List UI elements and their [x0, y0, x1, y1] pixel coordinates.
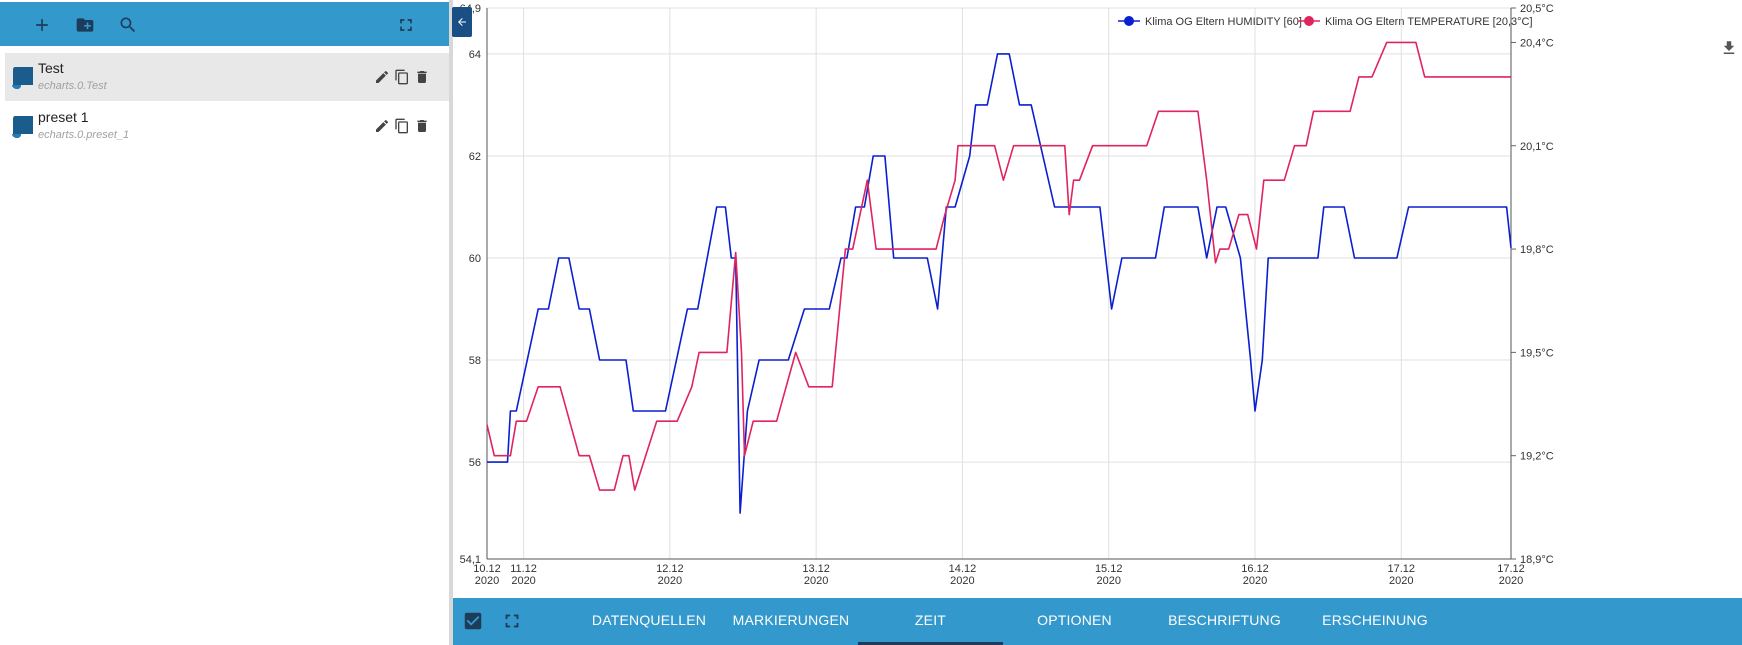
sidebar-toolbar	[0, 2, 449, 46]
copy-icon[interactable]	[394, 118, 410, 134]
sidebar: Test echarts.0.Test preset 1 echarts.0.p…	[0, 0, 449, 645]
collapse-sidebar-button[interactable]	[452, 7, 472, 37]
x-tick-label-date: 10.12	[473, 563, 501, 575]
chart-legend[interactable]: Klima OG Eltern HUMIDITY [60] Klima OG El…	[1118, 16, 1533, 28]
y-right-tick-label: 20,1°C	[1520, 141, 1554, 153]
x-tick-label-year: 2020	[658, 575, 682, 587]
fullscreen-icon[interactable]	[395, 14, 417, 36]
item-subtitle: echarts.0.Test	[38, 80, 107, 92]
x-tick-label-date: 17.12	[1497, 563, 1525, 575]
tab-datenquellen[interactable]: DATENQUELLEN	[591, 612, 707, 628]
item-subtitle: echarts.0.preset_1	[38, 129, 130, 141]
legend-swatch-dot	[1124, 16, 1134, 26]
x-tick-label-year: 2020	[950, 575, 974, 587]
y-right-tick-label: 18,9°C	[1520, 554, 1554, 566]
edit-icon[interactable]	[374, 69, 390, 85]
x-tick-label-year: 2020	[804, 575, 828, 587]
list-item-test[interactable]: Test echarts.0.Test	[5, 53, 449, 101]
x-tick-label-year: 2020	[511, 575, 535, 587]
y-left-tick-label: 56	[469, 457, 481, 469]
search-icon[interactable]	[117, 14, 139, 36]
edit-icon[interactable]	[374, 118, 390, 134]
checkbox-icon[interactable]	[462, 610, 484, 632]
y-left-tick-label: 58	[469, 355, 481, 367]
item-title: preset 1	[38, 109, 89, 125]
x-tick-label-year: 2020	[1389, 575, 1413, 587]
y-right-tick-label: 19,5°C	[1520, 347, 1554, 359]
tab-beschriftung[interactable]: BESCHRIFTUNG	[1168, 612, 1281, 628]
settings-tabbar: DATENQUELLEN MARKIERUNGEN ZEIT OPTIONEN …	[453, 598, 1742, 645]
tab-markierungen[interactable]: MARKIERUNGEN	[732, 612, 850, 628]
chart-series	[486, 41, 1512, 514]
y-right-tick-label: 19,8°C	[1520, 244, 1554, 256]
y-right-tick-label: 20,5°C	[1520, 3, 1554, 15]
y-right-tick-label: 20,4°C	[1520, 37, 1554, 49]
fullscreen-icon[interactable]	[501, 610, 523, 632]
x-tick-label-date: 12.12	[656, 563, 684, 575]
x-tick-label-year: 2020	[1499, 575, 1523, 587]
legend-swatch-dot	[1304, 16, 1314, 26]
y-left-tick-label: 54,1	[460, 554, 481, 566]
x-tick-label-year: 2020	[475, 575, 499, 587]
download-icon[interactable]	[1720, 38, 1738, 58]
line-chart: 54,1565860626464,918,9°C19,2°C19,5°C19,8…	[460, 3, 1554, 587]
delete-icon[interactable]	[414, 118, 430, 134]
chart-axes: 54,1565860626464,918,9°C19,2°C19,5°C19,8…	[460, 3, 1554, 587]
copy-icon[interactable]	[394, 69, 410, 85]
x-tick-label-date: 16.12	[1241, 563, 1269, 575]
tab-zeit[interactable]: ZEIT	[858, 598, 1003, 645]
x-tick-label-year: 2020	[1096, 575, 1120, 587]
folder-add-icon[interactable]	[74, 14, 96, 36]
y-left-tick-label: 60	[469, 253, 481, 265]
scroll-icon	[12, 116, 33, 138]
scroll-icon	[12, 67, 33, 89]
chart-grid	[486, 7, 1512, 560]
x-tick-label-date: 17.12	[1388, 563, 1416, 575]
y-left-tick-label: 64	[469, 49, 481, 61]
tab-optionen[interactable]: OPTIONEN	[1037, 612, 1112, 628]
list-item-preset-1[interactable]: preset 1 echarts.0.preset_1	[5, 102, 449, 150]
x-tick-label-date: 11.12	[510, 563, 537, 575]
x-tick-label-date: 15.12	[1095, 563, 1123, 575]
plot-area	[486, 7, 1512, 560]
item-title: Test	[38, 60, 64, 76]
x-tick-label-year: 2020	[1243, 575, 1267, 587]
delete-icon[interactable]	[414, 69, 430, 85]
series-line-humidity	[487, 53, 1512, 514]
legend-label[interactable]: Klima OG Eltern TEMPERATURE [20,3°C]	[1325, 16, 1533, 28]
y-right-tick-label: 19,2°C	[1520, 451, 1554, 463]
splitter[interactable]	[449, 0, 453, 645]
series-line-temperature	[486, 41, 1511, 491]
legend-label[interactable]: Klima OG Eltern HUMIDITY [60]	[1145, 16, 1302, 28]
y-left-tick-label: 62	[469, 151, 481, 163]
chart-area: 54,1565860626464,918,9°C19,2°C19,5°C19,8…	[453, 0, 1742, 598]
arrow-left-icon	[458, 18, 466, 26]
x-tick-label-date: 13.12	[802, 563, 830, 575]
add-icon[interactable]	[31, 14, 53, 36]
x-tick-label-date: 14.12	[949, 563, 977, 575]
tab-erscheinung[interactable]: ERSCHEINUNG	[1322, 612, 1428, 628]
